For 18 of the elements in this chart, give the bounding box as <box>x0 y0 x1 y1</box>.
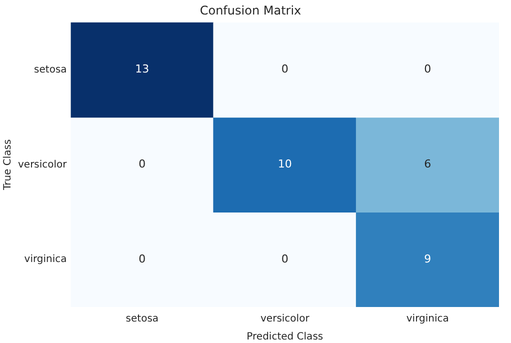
y-tick-label: virginica <box>24 254 67 266</box>
data-label: 13 <box>135 62 150 76</box>
chart-title: Confusion Matrix <box>200 3 302 18</box>
data-label: 9 <box>424 252 432 266</box>
data-label: 10 <box>278 158 292 171</box>
x-tick-label: setosa <box>126 314 159 325</box>
data-label: 0 <box>138 252 146 266</box>
x-axis-title: Predicted Class <box>246 332 324 343</box>
data-label: 0 <box>281 252 288 266</box>
data-label: 0 <box>424 62 432 76</box>
x-tick-label: versicolor <box>260 314 310 325</box>
data-label: 6 <box>424 158 432 171</box>
y-tick-label: versicolor <box>18 159 68 170</box>
y-tick-label: setosa <box>34 64 67 76</box>
data-label: 0 <box>138 158 146 171</box>
x-tick-label: virginica <box>406 314 449 325</box>
data-label: 0 <box>281 62 288 76</box>
y-axis-title: True Class <box>2 139 14 192</box>
